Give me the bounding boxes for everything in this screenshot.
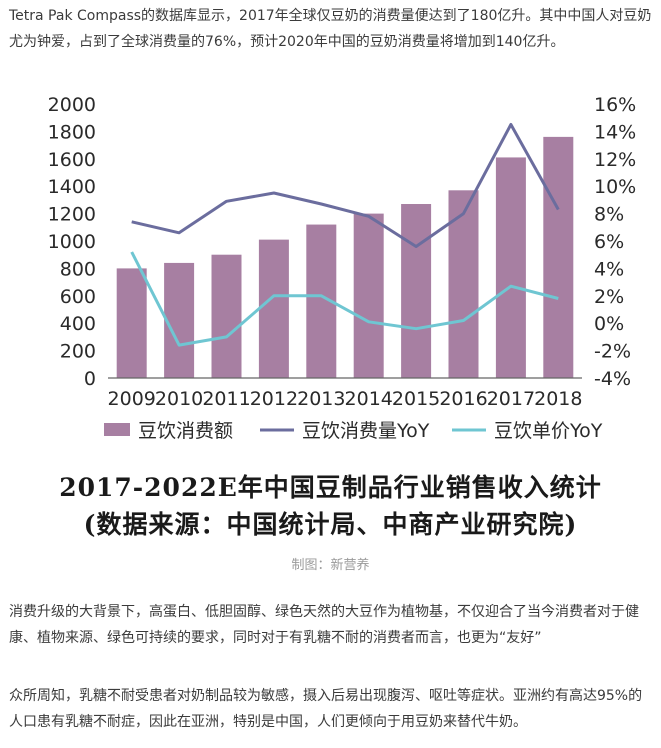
chart-svg: 0 200 400 600 800 1000 1200 1400 1600 1800 2000 -4%… [48,94,637,442]
left-tick-label: 200 [60,341,96,363]
line-series-2 [130,251,559,347]
bar-2017 [495,157,526,378]
left-tick-label: 1800 [48,121,96,143]
chart-credit: 制图：新营养 [291,558,370,573]
line-series-1 [131,123,560,248]
bars-layer [116,136,574,378]
right-tick-label: 8% [594,204,624,226]
bar-2014 [353,213,384,378]
chart-legend: 豆饮消费额 豆饮消费量YoY 豆饮单价YoY [104,420,603,442]
right-tick-label: 10% [594,176,636,198]
right-tick-label: 12% [594,149,636,171]
x-tick-label: 2012 [250,388,298,410]
bar-2016 [448,190,479,378]
left-tick-label: 2000 [48,94,96,116]
chart-caption-source: (数据来源：中国统计局、中商产业研究院) [83,510,578,539]
x-tick-label: 2009 [108,388,156,410]
left-tick-label: 400 [60,313,96,335]
bar-2009 [116,268,147,378]
body-paragraph-2: 消费升级的大背景下，高蛋白、低胆固醇、绿色天然的大豆作为植物基，不仅迎合了当今消… [9,604,639,646]
bar-2010 [164,262,195,378]
x-tick-label: 2018 [534,388,582,410]
right-tick-label: 2% [594,286,624,308]
bar-2018 [543,136,574,378]
bar-2011 [211,254,242,378]
axes-layer: 0 200 400 600 800 1000 1200 1400 1600 1800 2000 -4%… [48,94,637,410]
x-tick-label: 2011 [202,388,250,410]
right-tick-label: 0% [594,313,624,335]
right-tick-label: 4% [594,258,624,280]
intro-paragraph: Tetra Pak Compass的数据库显示，2017年全球仅豆奶的消费量便达… [9,8,652,50]
chart-caption-title: 2017-2022E年中国豆制品行业销售收入统计 [59,473,602,502]
left-tick-label: 600 [60,286,96,308]
x-tick-label: 2017 [487,388,535,410]
left-tick-label: 0 [84,368,96,390]
left-tick-label: 1000 [48,231,96,253]
legend-label-volume-yoy: 豆饮消费量YoY [302,420,430,442]
right-tick-label: -2% [594,341,631,363]
bar-2012 [258,239,289,378]
legend-label-price-yoy: 豆饮单价YoY [494,420,603,442]
legend-label-consumption: 豆饮消费额 [138,420,233,442]
right-tick-label: 14% [594,121,636,143]
bar-2015 [401,204,432,378]
legend-swatch-consumption [104,423,130,436]
right-tick-label: -4% [594,368,631,390]
x-tick-label: 2014 [345,388,393,410]
x-tick-label: 2015 [392,388,440,410]
right-tick-label: 6% [594,231,624,253]
x-tick-label: 2016 [439,388,487,410]
x-tick-label: 2013 [297,388,345,410]
left-tick-label: 1400 [48,176,96,198]
left-tick-label: 1600 [48,149,96,171]
left-tick-label: 800 [60,258,96,280]
left-tick-label: 1200 [48,204,96,226]
chart-figure: 0 200 400 600 800 1000 1200 1400 1600 1800 2000 -4%… [0,78,661,539]
x-tick-label: 2010 [155,388,203,410]
body-paragraph-3: 众所周知，乳糖不耐受患者对奶制品较为敏感，摄入后易出现腹泻、呕吐等症状。亚洲约有… [9,688,643,730]
lines-layer [130,123,560,347]
right-tick-label: 16% [594,94,636,116]
